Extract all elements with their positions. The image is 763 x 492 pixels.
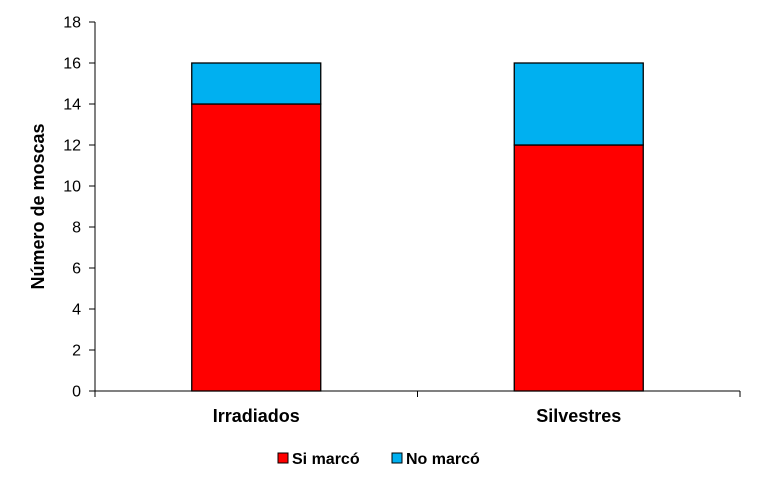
y-tick-label: 6	[72, 261, 81, 278]
y-tick-label: 8	[72, 220, 81, 237]
legend-swatch	[277, 452, 289, 464]
x-tick-label: Irradiados	[213, 406, 300, 426]
y-tick-label: 10	[63, 179, 81, 196]
bar-silvestres-series-1	[513, 144, 644, 392]
labels-layer: Irradiados Silvestres 0 2 4 6 8 10 12 14 16 18	[63, 15, 621, 427]
legend: Si marcó No marcó	[277, 451, 480, 468]
y-axis-title: Número de moscas	[28, 123, 48, 289]
bar-silvestres-series-2	[513, 62, 644, 146]
y-tick-label: 14	[63, 97, 81, 114]
y-tick-label: 12	[63, 138, 81, 155]
bar-irradiados-series-2	[191, 62, 322, 105]
legend-item: Si marcó	[277, 451, 360, 468]
y-tick-label: 2	[72, 343, 81, 360]
x-tick-label: Silvestres	[536, 406, 621, 426]
legend-swatch	[391, 452, 403, 464]
legend-label: No marcó	[406, 451, 480, 468]
legend-label: Si marcó	[292, 451, 360, 468]
bar-irradiados-series-1	[191, 103, 322, 392]
y-tick-label: 4	[72, 302, 81, 319]
axes-layer	[89, 21, 741, 397]
bars-layer	[191, 62, 644, 392]
y-tick-label: 0	[72, 384, 81, 401]
legend-item: No marcó	[391, 451, 480, 468]
y-tick-label: 16	[63, 56, 81, 73]
y-tick-label: 18	[63, 15, 81, 32]
